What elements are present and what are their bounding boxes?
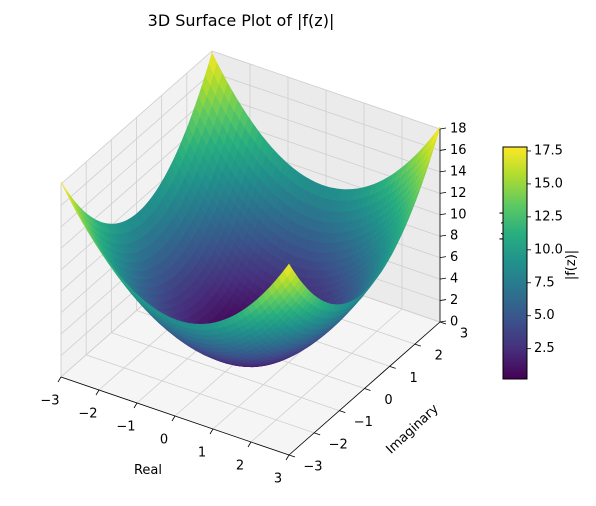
x-tick-label: −2	[78, 407, 97, 422]
y-tick-label: 2	[435, 349, 443, 364]
y-tick-label: 0	[384, 393, 392, 408]
colorbar-tick-label: 17.5	[534, 143, 563, 158]
back-gridline	[211, 50, 441, 130]
colorbar-ticks: 2.5 5.0 7.5 10.0 12.5 15.0 17.5	[527, 143, 563, 356]
y-tick	[414, 343, 421, 347]
x-tick-label: 0	[160, 433, 168, 448]
z-tick	[439, 234, 447, 237]
colorbar-tick-label: 7.5	[534, 275, 555, 290]
colorbar-tick-label: 15.0	[534, 176, 563, 191]
surface-patch	[283, 263, 293, 278]
x-tick-label: −3	[40, 394, 59, 409]
y-tick-label: 3	[460, 327, 468, 342]
z-tick-label: 2	[450, 293, 458, 308]
y-tick-label: 1	[410, 371, 418, 386]
z-tick	[439, 127, 447, 130]
z-tick	[439, 149, 447, 151]
y-tick	[339, 410, 346, 414]
colorbar: 2.5 5.0 7.5 10.0 12.5 15.0 17.5 |f(z)|	[502, 143, 579, 380]
colorbar-tick-label: 12.5	[534, 209, 563, 224]
side-gridline	[60, 93, 213, 228]
y-tick	[314, 432, 321, 436]
y-tick-label: −2	[329, 437, 348, 452]
colorbar-tick-label: 2.5	[534, 341, 555, 356]
y-tick	[389, 365, 396, 369]
z-tick	[439, 213, 447, 216]
x-tick	[95, 389, 100, 396]
y-tick	[364, 388, 371, 391]
colorbar-tick-label: 5.0	[534, 308, 555, 323]
z-tick	[439, 256, 447, 259]
z-tick-label: 6	[450, 250, 458, 265]
x-tick-label: 2	[236, 459, 244, 474]
y-axis-label: Imaginary	[384, 401, 442, 457]
x-tick	[209, 428, 214, 435]
x-tick-label: 3	[274, 472, 282, 487]
x-axis-label: Real	[134, 463, 162, 478]
z-tick	[439, 191, 447, 194]
colorbar-gradient	[502, 146, 528, 380]
x-tick-label: 1	[198, 446, 206, 461]
x-tick	[171, 415, 176, 422]
colorbar-tick-label: 10.0	[534, 242, 563, 257]
floor-gridline	[111, 332, 340, 412]
z-tick-label: 0	[450, 315, 458, 330]
z-tick	[439, 277, 447, 280]
z-tick-label: 10	[450, 207, 467, 222]
floor-gridline	[86, 354, 315, 434]
x-tick	[285, 454, 290, 461]
z-tick-label: 16	[450, 143, 467, 158]
z-tick-label: 14	[450, 164, 467, 179]
y-tick	[439, 321, 447, 325]
z-tick-label: 12	[450, 186, 467, 201]
z-tick	[439, 320, 447, 323]
side-gridline	[60, 72, 213, 206]
z-tick	[439, 299, 447, 301]
y-tick-label: −3	[303, 460, 322, 475]
colorbar-label: |f(z)|	[564, 250, 579, 280]
back-gridline	[211, 93, 441, 173]
z-tick-label: 8	[450, 229, 458, 244]
x-tick	[247, 441, 252, 448]
x-tick-label: −1	[116, 420, 135, 435]
y-tick-label: −1	[354, 415, 373, 430]
z-tick-label: 4	[450, 272, 458, 287]
surface	[60, 52, 441, 368]
y-tick	[288, 454, 296, 458]
z-tick	[439, 170, 447, 173]
z-tick-label: 18	[450, 122, 467, 137]
x-tick	[133, 402, 138, 409]
back-gridline	[211, 72, 441, 151]
side-gridline	[60, 50, 213, 185]
chart-title: 3D Surface Plot of |f(z)|	[148, 11, 335, 30]
x-tick	[57, 376, 62, 383]
